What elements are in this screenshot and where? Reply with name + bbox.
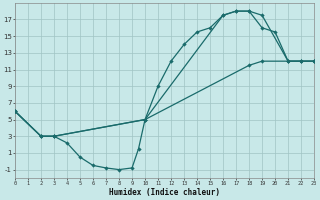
X-axis label: Humidex (Indice chaleur): Humidex (Indice chaleur) — [109, 188, 220, 197]
